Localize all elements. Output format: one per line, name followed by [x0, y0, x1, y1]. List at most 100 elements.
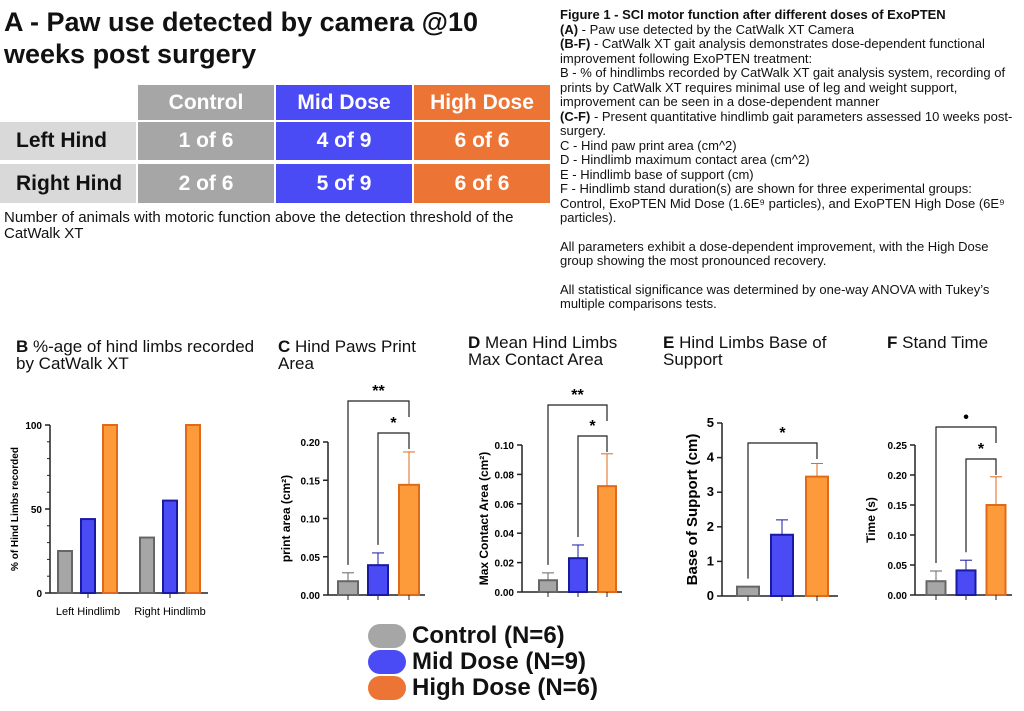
panel-d-bar-control	[538, 579, 558, 593]
panel-e-significance-label: *	[779, 425, 786, 442]
panel-b-bar-mid	[80, 518, 96, 595]
panel-d-y-tick-label: 0.00	[495, 588, 515, 599]
panel-c-y-tick-label: 0.20	[301, 438, 321, 449]
panel-b-title: B %-age of hind limbs recorded by CatWal…	[16, 337, 255, 373]
panel-d-significance-label: **	[571, 387, 584, 404]
panel-c-y-axis-label: print area (cm²)	[279, 475, 293, 562]
panel-f-title: F Stand Time	[887, 333, 989, 352]
panel-b-bar-control	[57, 550, 73, 594]
table-header-high: High Dose	[414, 85, 550, 120]
caption-text: All parameters exhibit a dose-dependent …	[560, 238, 989, 268]
panel-d-y-tick-label: 0.08	[495, 470, 515, 481]
panel-e-bar-control	[736, 585, 760, 598]
panel-f-y-tick-label: 0.10	[888, 531, 908, 542]
panel-e-y-tick-label: 1	[707, 553, 714, 568]
legend-label: Control (N=6)	[412, 622, 565, 649]
panel-d-title: D Mean Hind Limbs Max Contact Area	[468, 333, 618, 369]
panel-c-y-tick-label: 0.15	[301, 476, 321, 487]
panel-e-y-tick-label: 5	[707, 415, 714, 430]
panel-c-significance-bracket	[347, 400, 410, 565]
legend-label: Mid Dose (N=9)	[412, 648, 587, 675]
panel-f-significance-label: *	[978, 441, 985, 458]
panel-f-y-tick-label: 0.00	[888, 591, 908, 602]
table-header-mid: Mid Dose	[276, 85, 412, 120]
panel-e-y-tick-label: 2	[707, 519, 714, 534]
panel-b-x-tick-label: Left Hindlimb	[56, 606, 120, 618]
caption-text: B - % of hindlimbs recorded by CatWalk X…	[560, 65, 1006, 109]
table-cell: 1 of 6	[138, 122, 274, 160]
panel-f-significance-label: •	[963, 409, 969, 426]
panel-d-bar-mid	[568, 557, 588, 594]
panel-e-y-axis-label: Base of Support (cm)	[684, 434, 701, 586]
panel-f-y-tick-label: 0.05	[888, 561, 908, 572]
legend-swatch	[368, 650, 406, 674]
panel-c-y-tick-label: 0.05	[301, 553, 321, 564]
panel-f-significance-bracket	[935, 426, 997, 563]
panel-f-bar-control	[925, 580, 947, 597]
table-row-label: Left Hind	[0, 122, 136, 160]
legend-swatch	[368, 676, 406, 700]
table-cell: 5 of 9	[276, 164, 412, 203]
panel-b-bar-high	[185, 424, 201, 594]
panel-e-title: E Hind Limbs Base of Support	[663, 333, 827, 369]
caption-key: (B-F)	[560, 36, 591, 51]
caption-key: (C-F)	[560, 108, 591, 124]
panel-c-y-tick-label: 0.00	[301, 591, 321, 602]
panel-d-y-tick-label: 0.10	[495, 441, 515, 452]
caption-text: E - Hindlimb base of support (cm)	[560, 166, 754, 182]
panel-b-y-tick-label: 100	[25, 421, 42, 432]
legend-item-high: High Dose (N=6)	[368, 674, 598, 702]
panel-f-y-tick-label: 0.20	[888, 471, 908, 482]
panel-d-significance-label: *	[589, 418, 596, 435]
panel-b-x-tick-label: Right Hindlimb	[134, 606, 206, 618]
caption-text: F - Hindlimb stand duration(s) are shown…	[560, 181, 1005, 225]
panel-d-y-tick-label: 0.06	[495, 500, 515, 511]
caption-text: - Present quantitative hindlimb gait par…	[560, 108, 1013, 138]
panel-e-bar-mid	[770, 533, 794, 597]
panel-c-bar-mid	[367, 564, 389, 596]
panel-f-significance-bracket	[965, 458, 997, 553]
caption-text: All statistical significance was determi…	[560, 281, 990, 311]
legend-item-mid: Mid Dose (N=9)	[368, 648, 586, 676]
panel-e-significance-bracket	[747, 442, 818, 579]
panel-c-significance-bracket	[377, 432, 410, 545]
panel-f-y-tick-label: 0.15	[888, 501, 908, 512]
table-cell: 6 of 6	[414, 164, 550, 203]
panel-c-title: C Hind Paws Print Area	[278, 337, 416, 373]
panel-f-y-tick-label: 0.25	[888, 441, 908, 452]
panel-c-bar-control	[337, 580, 359, 596]
panel-f-bar-high	[985, 504, 1007, 596]
panel-d-y-axis-label: Max Contact Area (cm²)	[477, 452, 491, 586]
panel-d-significance-bracket	[547, 404, 608, 565]
panel-f-y-axis-label: Time (s)	[864, 497, 878, 543]
table-cell: 4 of 9	[276, 122, 412, 160]
panel-b-bar-control	[139, 536, 155, 594]
panel-e-y-tick-label: 0	[707, 588, 714, 603]
panel-d-bar-high	[597, 485, 617, 593]
caption-text: D - Hindlimb maximum contact area (cm^2)	[560, 152, 810, 167]
caption-title: Figure 1 - SCI motor function after diff…	[560, 7, 946, 22]
panel-b-y-tick-label: 50	[31, 505, 43, 516]
caption-text: C - Hind paw print area (cm^2)	[560, 137, 737, 153]
panel-d-y-tick-label: 0.04	[495, 529, 515, 540]
legend-swatch	[368, 624, 406, 648]
panel-b-bar-high	[102, 424, 118, 594]
panel-c-y-tick-label: 0.10	[301, 515, 321, 526]
panel-c-significance-label: **	[372, 383, 385, 400]
panel-e-y-tick-label: 3	[707, 484, 714, 499]
panel-d-y-tick-label: 0.02	[495, 559, 515, 570]
table-header-control: Control	[138, 85, 274, 120]
caption-text: - CatWalk XT gait analysis demonstrates …	[560, 36, 985, 66]
panel-e-y-tick-label: 4	[707, 450, 715, 465]
panel-b-bar-mid	[162, 499, 178, 595]
caption-text: - Paw use detected by the CatWalk XT Cam…	[578, 21, 855, 37]
panel-c-bar-high	[398, 483, 420, 596]
legend-label: High Dose (N=6)	[412, 674, 599, 701]
panel-c-significance-label: *	[390, 415, 397, 432]
panel-b-y-axis-label: % of Hind Limbs recorded	[10, 447, 21, 571]
panel-a-note: Number of animals with motoric function …	[4, 209, 514, 242]
panel-f-bar-mid	[955, 569, 977, 597]
table-row-label: Right Hind	[0, 164, 136, 203]
